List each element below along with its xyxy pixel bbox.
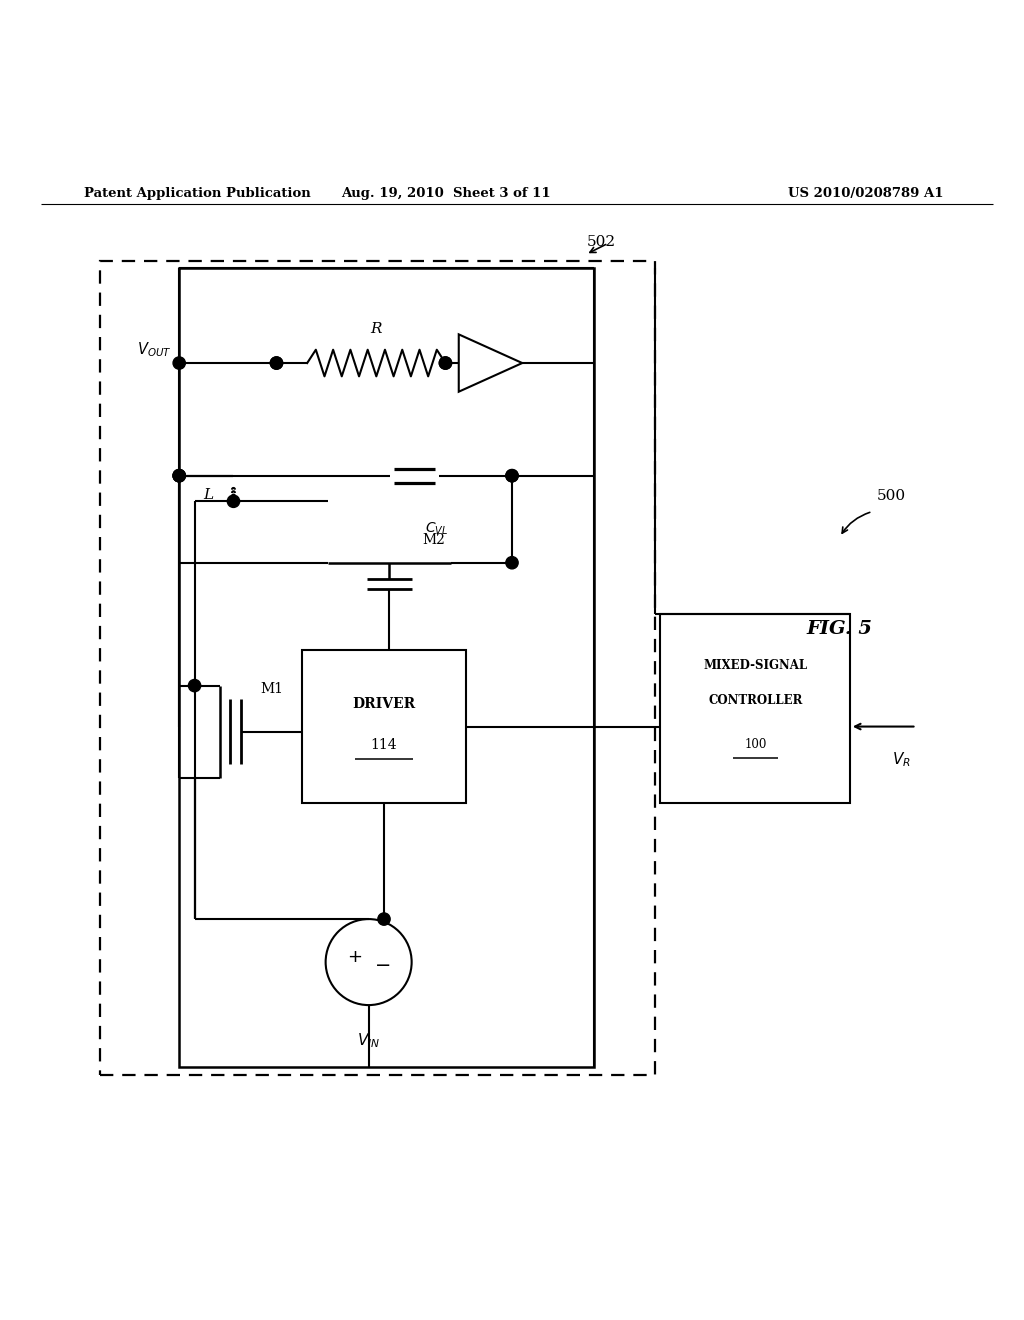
FancyBboxPatch shape xyxy=(660,614,850,804)
Circle shape xyxy=(227,495,240,507)
Circle shape xyxy=(270,356,283,370)
Circle shape xyxy=(439,356,452,370)
Text: CONTROLLER: CONTROLLER xyxy=(709,694,803,708)
Circle shape xyxy=(270,356,283,370)
Circle shape xyxy=(506,470,518,482)
Text: +: + xyxy=(347,948,361,966)
Text: 502: 502 xyxy=(587,235,615,249)
Text: Patent Application Publication: Patent Application Publication xyxy=(84,186,310,199)
Circle shape xyxy=(173,356,185,370)
Circle shape xyxy=(173,470,185,482)
Text: 500: 500 xyxy=(877,490,905,503)
Text: M1: M1 xyxy=(260,681,283,696)
Circle shape xyxy=(173,470,185,482)
Text: 100: 100 xyxy=(744,738,767,751)
Text: $C_{VL}$: $C_{VL}$ xyxy=(425,520,449,537)
Text: DRIVER: DRIVER xyxy=(352,697,416,711)
Text: −: − xyxy=(375,956,391,974)
Text: MIXED-SIGNAL: MIXED-SIGNAL xyxy=(703,659,808,672)
FancyBboxPatch shape xyxy=(302,649,466,804)
Text: Aug. 19, 2010  Sheet 3 of 11: Aug. 19, 2010 Sheet 3 of 11 xyxy=(341,186,550,199)
Circle shape xyxy=(439,356,452,370)
Circle shape xyxy=(173,470,185,482)
Text: US 2010/0208789 A1: US 2010/0208789 A1 xyxy=(787,186,943,199)
Circle shape xyxy=(506,470,518,482)
Text: $V_{OUT}$: $V_{OUT}$ xyxy=(136,341,171,359)
Text: FIG. 5: FIG. 5 xyxy=(807,620,872,639)
Circle shape xyxy=(506,557,518,569)
Text: L: L xyxy=(203,487,213,502)
Text: M2: M2 xyxy=(422,533,444,548)
Circle shape xyxy=(378,913,390,925)
Text: R: R xyxy=(371,322,382,337)
Text: $V_{IN}$: $V_{IN}$ xyxy=(357,1032,380,1051)
Text: $V_R$: $V_R$ xyxy=(892,750,910,768)
Text: 114: 114 xyxy=(371,738,397,752)
Circle shape xyxy=(188,680,201,692)
